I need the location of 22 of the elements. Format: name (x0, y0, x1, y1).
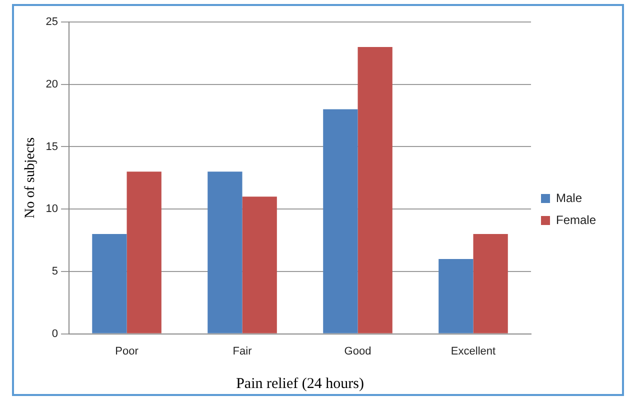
y-tick-label: 10 (46, 203, 58, 216)
legend-label: Male (556, 190, 582, 205)
bar (126, 172, 162, 334)
bar (242, 196, 277, 334)
bar (438, 258, 474, 334)
y-tick-label: 0 (52, 328, 58, 340)
x-tick-label: Poor (115, 345, 139, 358)
bar (358, 46, 392, 334)
y-tick-label: 5 (52, 265, 58, 278)
y-tick-label: 25 (46, 16, 58, 28)
y-axis-title: No of subjects (23, 137, 38, 218)
bar (473, 234, 508, 334)
bar (208, 172, 242, 334)
x-tick-label: Excellent (450, 345, 496, 358)
y-tick-label: 15 (46, 140, 58, 153)
bar (323, 109, 358, 334)
bar (92, 234, 127, 334)
x-tick-label: Good (344, 345, 372, 358)
x-axis-title: Pain relief (24 hours) (236, 376, 364, 392)
x-tick-label: Fair (232, 345, 252, 358)
y-tick-label: 20 (46, 78, 58, 90)
legend-label: Female (556, 212, 596, 227)
